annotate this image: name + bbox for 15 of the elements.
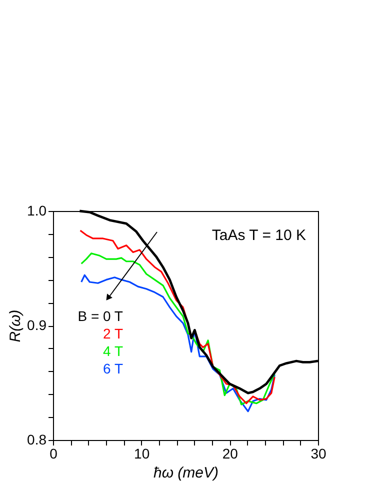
y-axis-title: R(ω)	[7, 310, 24, 342]
x-tick-label: 30	[310, 446, 326, 462]
text: 4 T	[103, 343, 124, 359]
text: 2 T	[103, 326, 124, 342]
legend-label: B = 0 T	[78, 308, 124, 324]
x-tick-label: 0	[50, 446, 58, 462]
y-tick-label: 1.0	[27, 202, 47, 218]
y-tick-label: 0.9	[27, 317, 47, 333]
annotation: TaAs T = 10 K	[212, 227, 306, 244]
x-axis-title: ħω (meV)	[153, 464, 219, 482]
y-tick-label: 0.8	[27, 432, 47, 448]
x-tick-label: 10	[134, 446, 150, 462]
x-tick-label: 20	[222, 446, 238, 462]
line-series	[80, 274, 276, 412]
text: 6 T	[103, 360, 124, 376]
